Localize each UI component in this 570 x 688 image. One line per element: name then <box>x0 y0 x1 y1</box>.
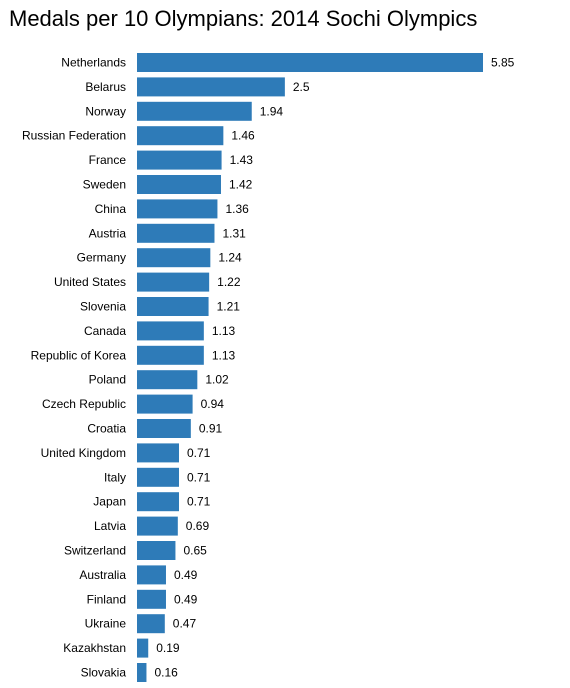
value-label: 0.19 <box>156 641 180 655</box>
category-label: China <box>95 202 127 216</box>
category-label: Australia <box>79 568 126 582</box>
category-label: Latvia <box>94 519 126 533</box>
bar <box>137 248 211 268</box>
value-label: 2.5 <box>293 80 310 94</box>
category-label: Ukraine <box>85 617 127 631</box>
value-label: 0.71 <box>187 446 211 460</box>
bar <box>137 394 193 414</box>
category-label: Netherlands <box>61 56 126 70</box>
category-label: United Kingdom <box>41 446 126 460</box>
bar <box>137 614 165 634</box>
category-label: United States <box>54 275 126 289</box>
value-label: 1.36 <box>225 202 249 216</box>
category-label: Russian Federation <box>22 129 126 143</box>
value-label: 1.22 <box>217 275 241 289</box>
value-label: 0.71 <box>187 470 211 484</box>
bar <box>137 663 147 682</box>
bar <box>137 370 198 390</box>
value-label: 1.42 <box>229 178 253 192</box>
bar <box>137 101 252 121</box>
value-label: 0.71 <box>187 495 211 509</box>
value-label: 5.85 <box>491 56 515 70</box>
bar <box>137 589 166 609</box>
category-label: Belarus <box>85 80 126 94</box>
bar <box>137 297 209 316</box>
category-label: France <box>89 153 127 167</box>
value-label: 0.49 <box>174 568 198 582</box>
value-label: 1.43 <box>230 153 254 167</box>
value-label: 0.69 <box>186 519 210 533</box>
bar <box>137 175 221 194</box>
value-label: 0.47 <box>173 617 197 631</box>
category-label: Norway <box>85 104 126 118</box>
bar <box>137 126 224 146</box>
category-label: Czech Republic <box>42 397 126 411</box>
chart-title: Medals per 10 Olympians: 2014 Sochi Olym… <box>9 6 478 31</box>
bar <box>137 321 204 341</box>
value-label: 1.31 <box>222 226 246 240</box>
bar <box>137 53 483 72</box>
category-label: Kazakhstan <box>63 641 126 655</box>
bar <box>137 223 215 243</box>
category-label: Italy <box>104 470 126 484</box>
category-label: Sweden <box>83 178 126 192</box>
bar <box>137 516 178 536</box>
bar <box>137 272 210 292</box>
bar <box>137 199 218 219</box>
category-label: Slovakia <box>81 666 127 680</box>
bar <box>137 150 222 170</box>
value-label: 1.46 <box>231 129 255 143</box>
category-label: Republic of Korea <box>31 348 127 362</box>
category-label: Switzerland <box>64 544 126 558</box>
category-label: Croatia <box>87 422 126 436</box>
value-label: 1.13 <box>212 348 236 362</box>
bar <box>137 345 204 365</box>
bar <box>137 443 179 463</box>
bar <box>137 77 285 97</box>
category-label: Germany <box>77 251 126 265</box>
category-label: Japan <box>93 495 126 509</box>
value-label: 1.21 <box>217 300 241 314</box>
value-label: 1.13 <box>212 324 236 338</box>
value-label: 1.02 <box>205 373 229 387</box>
value-label: 0.94 <box>201 397 225 411</box>
bar <box>137 467 179 487</box>
bar <box>137 638 149 658</box>
value-label: 1.94 <box>260 104 284 118</box>
category-label: Finland <box>87 592 126 606</box>
value-label: 0.49 <box>174 592 198 606</box>
bar <box>137 565 166 585</box>
category-label: Slovenia <box>80 300 126 314</box>
category-label: Poland <box>89 373 126 387</box>
value-label: 1.24 <box>218 251 242 265</box>
category-label: Canada <box>84 324 126 338</box>
category-label: Austria <box>89 226 127 240</box>
value-label: 0.65 <box>183 544 207 558</box>
bar <box>137 419 191 438</box>
bar <box>137 492 179 512</box>
bar <box>137 541 176 560</box>
value-label: 0.91 <box>199 422 223 436</box>
value-label: 0.16 <box>154 666 178 680</box>
